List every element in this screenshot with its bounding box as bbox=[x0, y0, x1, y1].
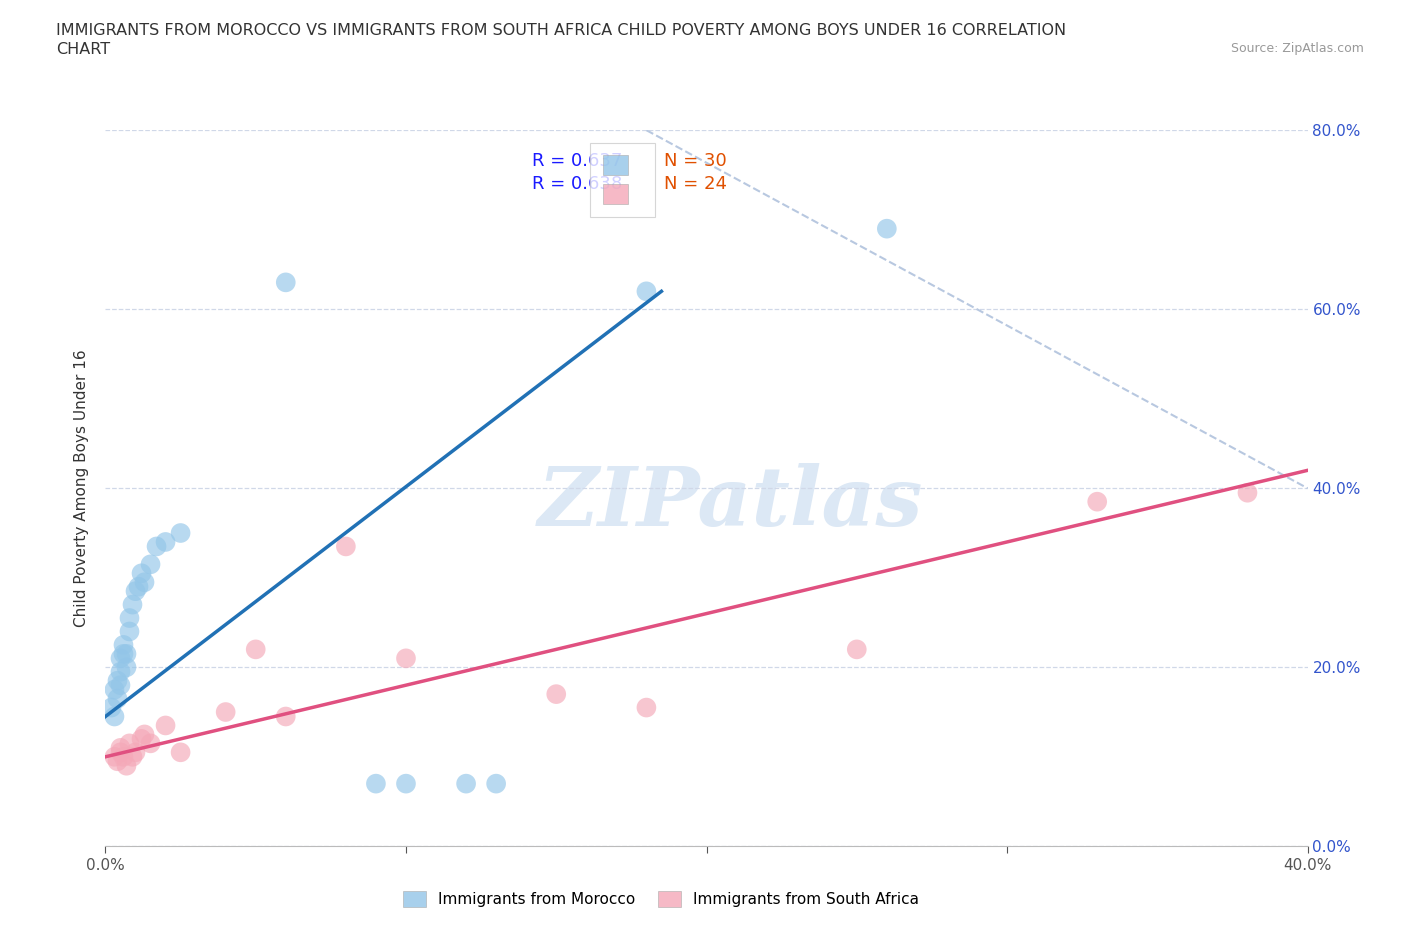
Point bbox=[454, 777, 477, 791]
Point bbox=[134, 575, 156, 590]
Text: R = 0.638: R = 0.638 bbox=[533, 175, 623, 193]
Point bbox=[112, 637, 135, 652]
Point bbox=[214, 705, 236, 720]
Point bbox=[103, 709, 125, 724]
Point bbox=[335, 539, 357, 554]
Point bbox=[124, 745, 146, 760]
Point bbox=[139, 557, 162, 572]
Point bbox=[1085, 494, 1108, 509]
Point bbox=[103, 750, 125, 764]
Point bbox=[100, 700, 122, 715]
Point bbox=[107, 754, 129, 769]
Point bbox=[115, 660, 138, 675]
Point bbox=[110, 678, 132, 693]
Point bbox=[1236, 485, 1258, 500]
Text: N = 30: N = 30 bbox=[665, 152, 727, 170]
Point bbox=[110, 664, 132, 679]
Point bbox=[169, 745, 191, 760]
Point bbox=[110, 745, 132, 760]
Point bbox=[364, 777, 387, 791]
Y-axis label: Child Poverty Among Boys Under 16: Child Poverty Among Boys Under 16 bbox=[75, 350, 90, 627]
Legend: Immigrants from Morocco, Immigrants from South Africa: Immigrants from Morocco, Immigrants from… bbox=[396, 884, 925, 913]
Point bbox=[115, 758, 138, 773]
Point bbox=[131, 565, 153, 580]
Text: R = 0.637: R = 0.637 bbox=[533, 152, 623, 170]
Point bbox=[134, 727, 156, 742]
Point bbox=[121, 597, 143, 612]
Point bbox=[636, 700, 658, 715]
Point bbox=[169, 525, 191, 540]
Point bbox=[485, 777, 508, 791]
Text: CHART: CHART bbox=[56, 42, 110, 57]
Point bbox=[107, 673, 129, 688]
Text: N = 24: N = 24 bbox=[665, 175, 727, 193]
Point bbox=[118, 624, 141, 639]
Point bbox=[115, 646, 138, 661]
Point bbox=[139, 736, 162, 751]
Point bbox=[110, 740, 132, 755]
Point bbox=[145, 539, 167, 554]
Point bbox=[546, 686, 568, 701]
Text: IMMIGRANTS FROM MOROCCO VS IMMIGRANTS FROM SOUTH AFRICA CHILD POVERTY AMONG BOYS: IMMIGRANTS FROM MOROCCO VS IMMIGRANTS FR… bbox=[56, 23, 1066, 38]
Point bbox=[118, 611, 141, 626]
Text: Source: ZipAtlas.com: Source: ZipAtlas.com bbox=[1230, 42, 1364, 55]
Point bbox=[274, 709, 297, 724]
Point bbox=[112, 750, 135, 764]
Point bbox=[274, 275, 297, 290]
Legend: , : , bbox=[591, 143, 655, 217]
Point bbox=[155, 718, 177, 733]
Point bbox=[395, 777, 418, 791]
Text: ZIPatlas: ZIPatlas bbox=[538, 462, 924, 542]
Point bbox=[107, 691, 129, 706]
Point bbox=[245, 642, 267, 657]
Point bbox=[155, 535, 177, 550]
Point bbox=[121, 750, 143, 764]
Point bbox=[110, 651, 132, 666]
Point bbox=[128, 579, 150, 594]
Point bbox=[112, 646, 135, 661]
Point bbox=[118, 736, 141, 751]
Point bbox=[845, 642, 868, 657]
Point bbox=[103, 683, 125, 698]
Point bbox=[876, 221, 898, 236]
Point bbox=[131, 732, 153, 747]
Point bbox=[636, 284, 658, 299]
Point bbox=[124, 584, 146, 599]
Point bbox=[395, 651, 418, 666]
